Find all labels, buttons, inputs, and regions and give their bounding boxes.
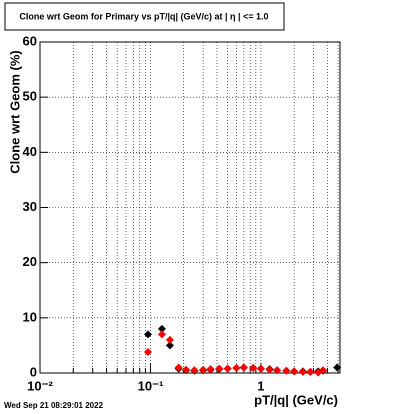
data-point bbox=[265, 365, 274, 374]
data-point bbox=[273, 366, 282, 375]
data-point bbox=[215, 364, 224, 373]
data-point bbox=[232, 364, 241, 373]
y-tick-label: 40 bbox=[23, 144, 37, 159]
data-point bbox=[157, 330, 166, 339]
data-point bbox=[165, 341, 174, 350]
data-point bbox=[282, 366, 291, 375]
data-point bbox=[239, 363, 248, 372]
data-point bbox=[249, 364, 258, 373]
data-point bbox=[199, 365, 208, 374]
y-tick-label: 60 bbox=[23, 33, 37, 48]
data-point bbox=[157, 324, 166, 333]
y-tick-label: 30 bbox=[23, 199, 37, 214]
data-point bbox=[298, 367, 307, 376]
y-tick-label: 50 bbox=[23, 89, 37, 104]
y-axis-label: Clone wrt Geom (%) bbox=[7, 50, 22, 174]
data-point bbox=[333, 363, 342, 372]
data-point bbox=[174, 363, 183, 372]
x-axis-label: pT/|q| (GeV/c) bbox=[254, 392, 338, 407]
y-tick-label: 10 bbox=[23, 309, 37, 324]
data-point bbox=[182, 365, 191, 374]
title-box bbox=[4, 2, 285, 31]
data-point bbox=[143, 330, 152, 339]
y-tick-label: 0 bbox=[30, 364, 37, 379]
data-point bbox=[206, 365, 215, 374]
data-point bbox=[256, 364, 265, 373]
data-point bbox=[190, 366, 199, 375]
data-point bbox=[319, 366, 328, 375]
data-point bbox=[290, 367, 299, 376]
data-point bbox=[165, 335, 174, 344]
x-tick-label: 1 bbox=[257, 378, 264, 393]
footer-date: Wed Sep 21 08:29:01 2022 bbox=[4, 401, 104, 410]
y-tick-label: 20 bbox=[23, 254, 37, 269]
data-point bbox=[143, 348, 152, 357]
x-tick-label: 10⁻² bbox=[27, 378, 53, 393]
data-point bbox=[306, 367, 315, 376]
plot-frame bbox=[39, 41, 341, 374]
chart-title: Clone wrt Geom for Primary vs pT/|q| (Ge… bbox=[19, 11, 268, 21]
x-tick-label: 10⁻¹ bbox=[138, 378, 164, 393]
data-point bbox=[223, 364, 232, 373]
